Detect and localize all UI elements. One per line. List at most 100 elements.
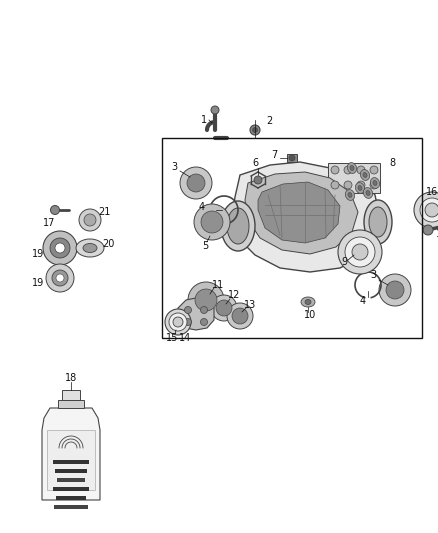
Circle shape [56, 274, 64, 282]
Text: 21: 21 [98, 207, 110, 217]
Text: 20: 20 [102, 239, 114, 249]
Ellipse shape [345, 237, 375, 267]
Polygon shape [232, 162, 380, 272]
Text: 7: 7 [271, 150, 277, 160]
Ellipse shape [348, 192, 352, 197]
Bar [57, 478, 85, 482]
Text: 16: 16 [426, 187, 438, 197]
Bar [56, 496, 86, 500]
Ellipse shape [358, 185, 362, 190]
Circle shape [357, 181, 365, 189]
Text: 2: 2 [266, 116, 272, 126]
Polygon shape [245, 172, 358, 254]
Circle shape [357, 166, 365, 174]
Text: 15: 15 [166, 333, 178, 343]
Circle shape [201, 319, 208, 326]
Ellipse shape [180, 167, 212, 199]
Circle shape [289, 155, 295, 161]
Ellipse shape [425, 203, 438, 217]
Circle shape [331, 181, 339, 189]
Text: 19: 19 [32, 278, 44, 288]
Circle shape [184, 319, 191, 326]
Circle shape [423, 225, 433, 235]
Circle shape [50, 238, 70, 258]
Circle shape [344, 181, 352, 189]
Circle shape [43, 231, 77, 265]
Text: 11: 11 [212, 280, 224, 290]
Circle shape [250, 125, 260, 135]
Ellipse shape [169, 313, 187, 331]
Circle shape [331, 166, 339, 174]
Ellipse shape [355, 183, 364, 193]
Ellipse shape [173, 317, 183, 327]
Text: 13: 13 [244, 300, 256, 310]
Ellipse shape [347, 163, 357, 173]
Polygon shape [42, 408, 100, 500]
Polygon shape [258, 182, 340, 243]
Bar [162, 138, 422, 338]
Bar [53, 460, 89, 464]
Polygon shape [178, 298, 214, 330]
Ellipse shape [301, 297, 315, 307]
Ellipse shape [363, 173, 367, 177]
Circle shape [79, 209, 101, 231]
Ellipse shape [379, 274, 411, 306]
Circle shape [55, 243, 65, 253]
Ellipse shape [305, 300, 311, 304]
Ellipse shape [188, 282, 224, 318]
Ellipse shape [371, 177, 380, 188]
Ellipse shape [386, 281, 404, 299]
Circle shape [84, 214, 96, 226]
Ellipse shape [364, 200, 392, 244]
Circle shape [370, 166, 378, 174]
Text: 4: 4 [360, 296, 366, 306]
Ellipse shape [369, 207, 387, 237]
Bar [47, 430, 95, 490]
Ellipse shape [227, 303, 253, 329]
Ellipse shape [195, 289, 217, 311]
Ellipse shape [364, 188, 373, 198]
Text: 19: 19 [32, 249, 44, 259]
Ellipse shape [420, 198, 438, 222]
Ellipse shape [346, 190, 355, 200]
Ellipse shape [227, 208, 249, 244]
Ellipse shape [366, 191, 370, 196]
Ellipse shape [83, 244, 97, 253]
Ellipse shape [216, 300, 232, 316]
Text: 9: 9 [341, 257, 347, 267]
Ellipse shape [352, 244, 368, 260]
Bar [53, 487, 89, 491]
Bar [58, 400, 84, 408]
Ellipse shape [414, 192, 438, 228]
Bar [55, 469, 87, 473]
Ellipse shape [187, 174, 205, 192]
Text: 1: 1 [201, 115, 207, 125]
Text: 17: 17 [436, 229, 438, 239]
Ellipse shape [338, 230, 382, 274]
Bar [287, 154, 297, 162]
Text: 12: 12 [228, 290, 240, 300]
Circle shape [50, 206, 60, 214]
Ellipse shape [201, 211, 223, 233]
Circle shape [344, 166, 352, 174]
Ellipse shape [221, 201, 255, 251]
Ellipse shape [211, 295, 237, 321]
Ellipse shape [360, 169, 370, 180]
Text: 8: 8 [389, 158, 395, 168]
Circle shape [46, 264, 74, 292]
Circle shape [254, 176, 262, 184]
Ellipse shape [350, 166, 354, 171]
Ellipse shape [76, 239, 104, 257]
Circle shape [201, 306, 208, 313]
Circle shape [252, 127, 258, 133]
Text: 5: 5 [202, 241, 208, 251]
Bar [54, 505, 88, 509]
Circle shape [370, 181, 378, 189]
Text: 18: 18 [65, 373, 77, 383]
Circle shape [184, 306, 191, 313]
Text: 4: 4 [199, 202, 205, 212]
Text: 3: 3 [171, 162, 177, 172]
Ellipse shape [373, 181, 377, 185]
Text: 6: 6 [252, 158, 258, 168]
Text: 14: 14 [179, 333, 191, 343]
